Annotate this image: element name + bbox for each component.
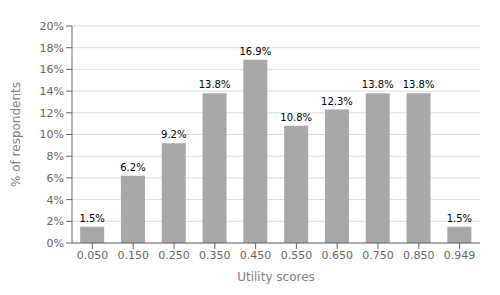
svg-text:1.5%: 1.5% [79,213,104,224]
svg-text:0.350: 0.350 [199,249,231,262]
svg-text:4%: 4% [47,194,64,207]
svg-text:0.750: 0.750 [362,249,394,262]
svg-text:0.150: 0.150 [117,249,149,262]
svg-text:6.2%: 6.2% [120,162,145,173]
svg-text:10.8%: 10.8% [280,112,312,123]
svg-text:2%: 2% [47,215,64,228]
svg-text:6%: 6% [47,172,64,185]
svg-text:20%: 20% [40,20,64,33]
svg-text:9.2%: 9.2% [161,129,186,140]
svg-text:0.650: 0.650 [321,249,353,262]
svg-text:18%: 18% [40,42,64,55]
svg-text:13.8%: 13.8% [199,79,231,90]
svg-text:% of respondents: % of respondents [9,82,23,187]
svg-text:13.8%: 13.8% [403,79,435,90]
svg-text:0.050: 0.050 [77,249,109,262]
svg-text:Utility scores: Utility scores [237,270,315,284]
svg-text:0.949: 0.949 [444,249,476,262]
svg-text:16%: 16% [40,63,64,76]
svg-text:0.450: 0.450 [240,249,272,262]
svg-text:1.5%: 1.5% [447,213,472,224]
svg-text:12%: 12% [40,107,64,120]
svg-text:12.3%: 12.3% [321,96,353,107]
svg-text:0.550: 0.550 [281,249,313,262]
svg-text:10%: 10% [40,128,64,141]
svg-text:14%: 14% [40,85,64,98]
svg-text:16.9%: 16.9% [239,46,271,57]
svg-text:0.250: 0.250 [158,249,190,262]
svg-text:8%: 8% [47,150,64,163]
svg-text:13.8%: 13.8% [362,79,394,90]
svg-text:0.850: 0.850 [403,249,435,262]
svg-text:0%: 0% [47,237,64,250]
